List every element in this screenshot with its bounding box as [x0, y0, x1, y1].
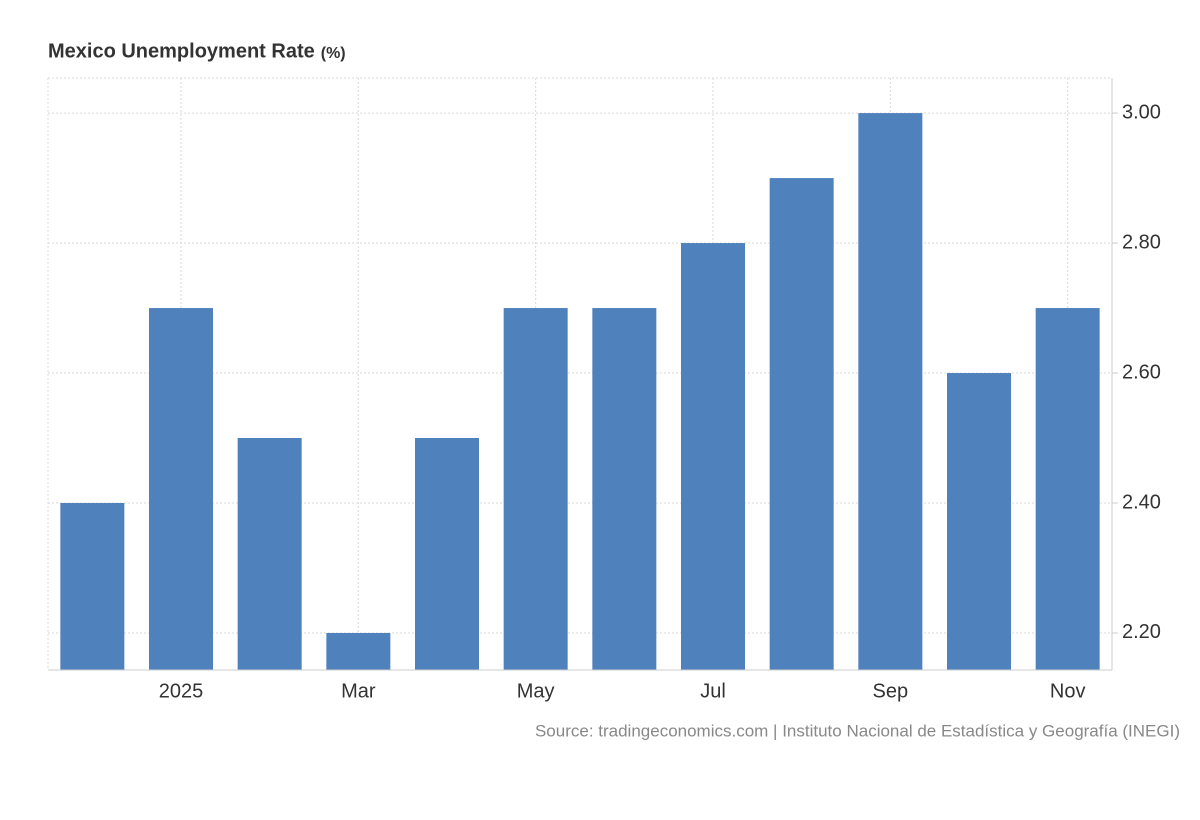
bar	[415, 438, 479, 670]
x-tick-label: Jul	[700, 680, 726, 702]
chart-title: Mexico Unemployment Rate	[48, 40, 315, 62]
y-tick-label: 2.40	[1122, 491, 1161, 513]
chart-unit: (%)	[321, 45, 346, 62]
source-note: Source: tradingeconomics.com | Instituto…	[535, 721, 1180, 740]
bar	[681, 243, 745, 671]
y-tick-label: 2.80	[1122, 231, 1161, 253]
x-tick-label: 2025	[159, 680, 204, 702]
bar	[947, 373, 1011, 670]
y-tick-label: 3.00	[1122, 101, 1161, 123]
bar	[237, 438, 302, 670]
bar	[1035, 308, 1100, 670]
bar	[592, 308, 657, 670]
bar	[769, 178, 834, 670]
x-tick-label: Sep	[873, 680, 909, 702]
x-tick-label: May	[517, 680, 555, 702]
bar	[60, 502, 125, 670]
y-tick-label: 2.60	[1122, 361, 1161, 383]
y-tick-label: 2.20	[1122, 621, 1161, 643]
bar	[503, 308, 568, 670]
x-tick-label: Nov	[1050, 680, 1086, 702]
bar	[149, 308, 213, 670]
bar	[858, 113, 923, 670]
x-tick-label: Mar	[341, 680, 376, 702]
bar	[326, 632, 391, 670]
